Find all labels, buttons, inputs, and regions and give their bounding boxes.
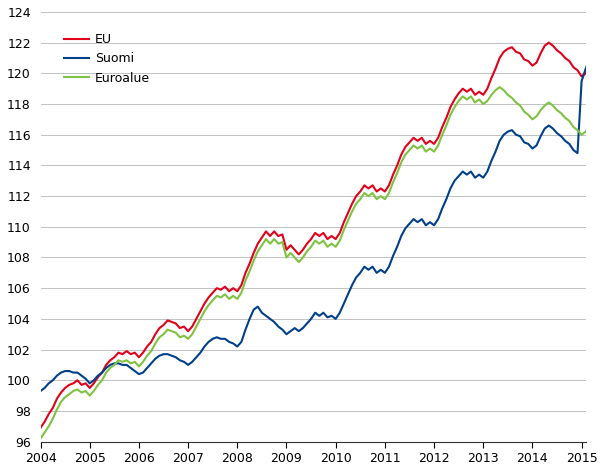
Suomi <box>455 173 462 179</box>
Suomi <box>123 362 130 368</box>
Line: EU: EU <box>41 42 605 428</box>
Suomi <box>37 388 44 394</box>
Legend: EU, Suomi, Euroalue: EU, Suomi, Euroalue <box>57 27 157 91</box>
Line: Suomi: Suomi <box>41 38 605 391</box>
Euroalue <box>217 295 224 300</box>
EU <box>37 425 44 430</box>
Euroalue <box>455 98 462 104</box>
Suomi <box>217 336 224 342</box>
Suomi <box>508 127 515 133</box>
EU <box>78 382 85 388</box>
EU <box>217 287 224 293</box>
Suomi <box>517 134 524 139</box>
Euroalue <box>520 109 528 115</box>
Line: Euroalue: Euroalue <box>41 87 605 438</box>
EU <box>455 91 462 96</box>
Euroalue <box>512 100 520 105</box>
Euroalue <box>123 357 130 363</box>
Suomi <box>78 373 85 379</box>
Euroalue <box>78 390 85 396</box>
Euroalue <box>496 84 503 90</box>
Suomi <box>594 35 601 41</box>
EU <box>508 44 515 50</box>
EU <box>123 348 130 354</box>
EU <box>517 51 524 56</box>
EU <box>545 40 552 45</box>
Euroalue <box>37 436 44 441</box>
